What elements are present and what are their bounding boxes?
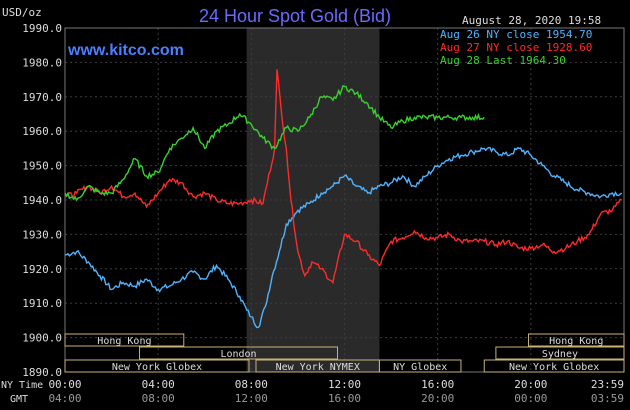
x-tick-label-ny: 23:59 — [591, 378, 624, 391]
x-tick-label-ny: 04:00 — [142, 378, 175, 391]
x-tick-label-gmt: 12:00 — [235, 392, 268, 405]
y-axis-tick-labels: 1990.0 1980.0 1970.0 1960.0 1950.0 1940.0 1930… — [22, 22, 62, 379]
legend-entry-aug26: Aug 26 NY close 1954.70 — [440, 28, 592, 41]
session-bar: Sydney — [495, 346, 625, 360]
session-label: Sydney — [542, 349, 578, 360]
session-label: New York Globex — [112, 362, 202, 373]
session-label: New York NYMEX — [276, 362, 360, 373]
x-axis-tick-labels: 00:0004:0004:0008:0008:0012:0012:0016:00… — [48, 378, 624, 405]
x-tick-label-ny: 00:00 — [48, 378, 81, 391]
units-label: USD/oz — [2, 6, 42, 19]
session-bar-outline — [64, 359, 250, 373]
x-tick-label-ny: 08:00 — [235, 378, 268, 391]
session-label: NY Globex — [393, 362, 447, 373]
y-tick-label: 1900.0 — [22, 332, 62, 345]
session-label: New York Globex — [509, 362, 599, 373]
y-tick-label: 1990.0 — [22, 22, 62, 35]
x-tick-label-gmt: 16:00 — [328, 392, 361, 405]
x-tick-label-gmt: 00:00 — [514, 392, 547, 405]
session-bar: London — [139, 346, 339, 360]
ny-time-caption: NY Time — [1, 380, 43, 391]
y-tick-label: 1890.0 — [22, 366, 62, 379]
nymex-session-band — [246, 28, 380, 372]
y-tick-label: 1970.0 — [22, 91, 62, 104]
market-sessions: Hong Kong Hong Kong London Sydney New York G… — [64, 333, 625, 373]
legend-entry-aug28: Aug 28 Last 1964.30 — [440, 54, 566, 67]
x-tick-label-ny: 12:00 — [328, 378, 361, 391]
session-bar-outline — [528, 333, 625, 347]
series-line-3 — [64, 84, 485, 202]
session-label: London — [220, 349, 256, 360]
session-bar: NY Globex — [378, 359, 462, 373]
y-tick-label: 1940.0 — [22, 194, 62, 207]
session-bar-outline — [139, 346, 339, 360]
session-bar-outline — [64, 333, 185, 347]
x-tick-label-gmt: 08:00 — [142, 392, 175, 405]
y-tick-label: 1960.0 — [22, 125, 62, 138]
y-tick-label: 1920.0 — [22, 263, 62, 276]
series-line-1 — [64, 146, 623, 329]
y-tick-label: 1930.0 — [22, 228, 62, 241]
session-bar-outline — [483, 359, 625, 373]
session-label: Hong Kong — [97, 336, 151, 347]
legend: Aug 26 NY close 1954.70 Aug 27 NY close … — [440, 28, 592, 67]
chart-datetime: August 28, 2020 19:58 — [462, 14, 601, 27]
session-label: Hong Kong — [549, 336, 603, 347]
x-tick-label-gmt: 04:00 — [48, 392, 81, 405]
session-bar: Hong Kong — [528, 333, 625, 347]
x-tick-label-gmt: 20:00 — [421, 392, 454, 405]
session-bar-outline — [378, 359, 462, 373]
y-tick-label: 1910.0 — [22, 297, 62, 310]
price-series — [64, 69, 623, 329]
gmt-caption: GMT — [10, 394, 28, 405]
x-tick-label-gmt: 03:59 — [591, 392, 624, 405]
watermark-link[interactable]: www.kitco.com — [67, 42, 184, 59]
x-tick-label-ny: 20:00 — [514, 378, 547, 391]
y-tick-label: 1950.0 — [22, 160, 62, 173]
y-tick-label: 1980.0 — [22, 56, 62, 69]
x-tick-label-ny: 16:00 — [421, 378, 454, 391]
legend-entry-aug27: Aug 27 NY close 1928.60 — [440, 41, 592, 54]
chart-title: 24 Hour Spot Gold (Bid) — [199, 6, 391, 26]
series-line-2 — [64, 69, 622, 285]
session-bar: New York Globex — [483, 359, 625, 373]
session-bar-outline — [495, 346, 625, 360]
session-bar: New York Globex — [64, 359, 250, 373]
session-bar: Hong Kong — [64, 333, 185, 347]
